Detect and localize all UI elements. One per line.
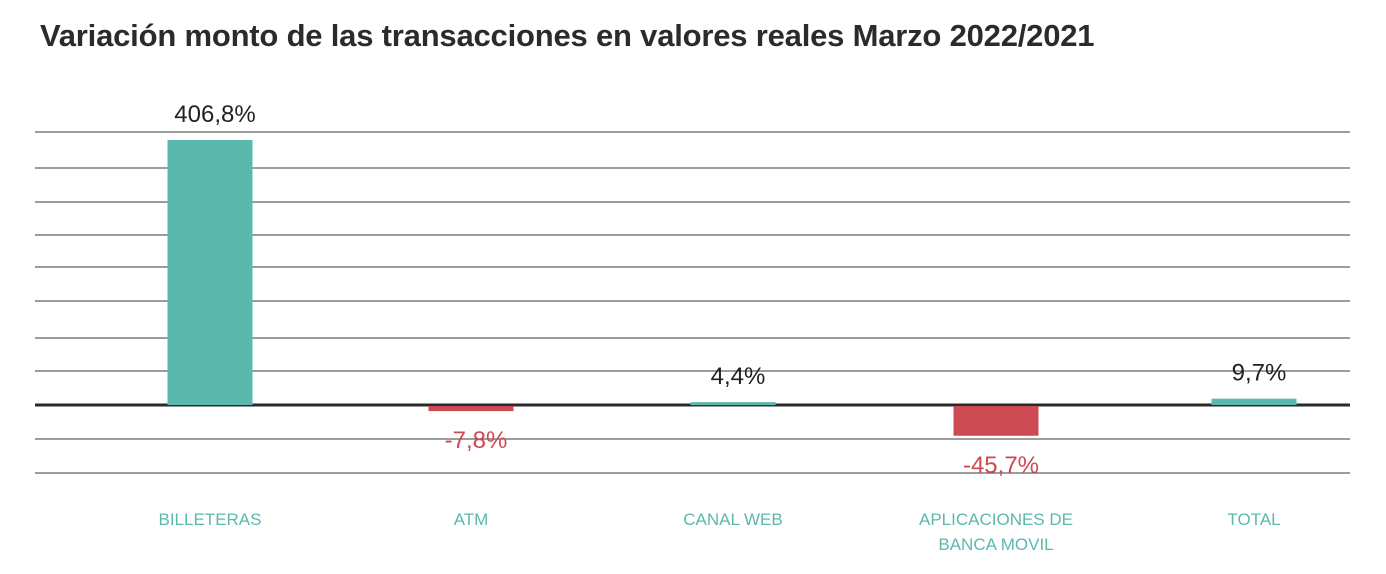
category-label-line: BANCA MOVIL (938, 535, 1053, 554)
value-label: 4,4% (711, 363, 766, 390)
chart-title: Variación monto de las transacciones en … (40, 18, 1095, 53)
category-label-line: ATM (454, 510, 489, 529)
bar-total (1211, 398, 1297, 405)
bar-billeteras (167, 140, 253, 405)
bar-atm (428, 406, 514, 412)
value-label: -45,7% (963, 452, 1039, 479)
category-label: APLICACIONES DE BANCA MOVIL (919, 510, 1073, 554)
category-label: BILLETERAS (159, 510, 262, 529)
bars (167, 140, 1297, 436)
value-label: -7,8% (445, 427, 508, 454)
category-label-line: APLICACIONES DE (919, 510, 1073, 529)
value-label: 406,8% (174, 101, 255, 128)
bar-aplicaciones-de-banca-movil (953, 406, 1039, 436)
category-label-line: CANAL WEB (683, 510, 783, 529)
category-label: CANAL WEB (683, 510, 783, 529)
value-label: 9,7% (1232, 360, 1287, 387)
value-labels: 406,8% -7,8% 4,4% -45,7% 9,7% (174, 101, 1286, 479)
category-label-line: BILLETERAS (159, 510, 262, 529)
category-label: TOTAL (1227, 510, 1280, 529)
category-label: ATM (454, 510, 489, 529)
category-labels: BILLETERAS ATM CANAL WEB APLICACIONES DE BAN… (159, 510, 1281, 554)
bar-canal-web (690, 402, 776, 406)
category-label-line: TOTAL (1227, 510, 1280, 529)
